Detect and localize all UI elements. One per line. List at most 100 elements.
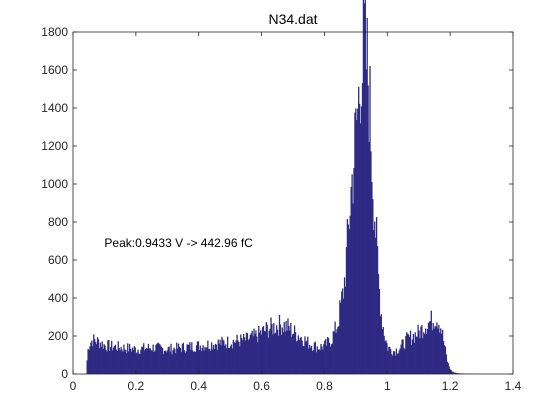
histogram-bar bbox=[221, 336, 223, 374]
histogram-bar bbox=[169, 351, 171, 374]
histogram-bar bbox=[310, 345, 313, 374]
histogram-bar bbox=[170, 343, 172, 374]
histogram-bar bbox=[112, 347, 115, 374]
histogram-bar bbox=[436, 322, 438, 374]
histogram-bar bbox=[187, 344, 189, 374]
histogram-bar bbox=[427, 322, 430, 374]
histogram-bar bbox=[245, 332, 248, 374]
histogram-bar bbox=[450, 369, 452, 374]
histogram-bar bbox=[209, 348, 211, 374]
histogram-bar bbox=[393, 351, 396, 374]
histogram-bar bbox=[388, 346, 390, 374]
histogram-bar bbox=[253, 328, 255, 374]
histogram-bar bbox=[192, 350, 194, 374]
histogram-bar bbox=[139, 353, 141, 374]
histogram-bar bbox=[134, 347, 136, 374]
histogram-bar bbox=[372, 199, 374, 374]
histogram-bar bbox=[410, 344, 413, 374]
histogram-bar bbox=[309, 347, 312, 374]
histogram-bar bbox=[397, 353, 399, 374]
histogram-bar bbox=[101, 341, 103, 374]
histogram-bar bbox=[117, 341, 119, 374]
histogram-bar bbox=[144, 348, 147, 374]
histogram-bar bbox=[326, 337, 329, 374]
histogram-bar bbox=[276, 325, 278, 374]
histogram-bar bbox=[352, 203, 354, 374]
histogram-bar bbox=[261, 327, 264, 374]
histogram-bar bbox=[279, 324, 282, 374]
histogram-bar bbox=[383, 335, 385, 374]
histogram-bar bbox=[179, 348, 182, 374]
histogram-bar bbox=[294, 332, 297, 374]
histogram-bar bbox=[126, 353, 128, 374]
histogram-bar bbox=[414, 332, 416, 374]
histogram-bar bbox=[152, 344, 154, 374]
histogram-bar bbox=[155, 344, 157, 374]
histogram-bar bbox=[114, 344, 117, 374]
histogram-bar bbox=[384, 341, 386, 374]
histogram-bar bbox=[417, 324, 419, 374]
x-tick-label: 0.8 bbox=[316, 379, 333, 393]
histogram-bar bbox=[403, 347, 405, 374]
histogram-bar bbox=[194, 351, 196, 374]
histogram-bar bbox=[293, 325, 296, 374]
histogram-bar bbox=[399, 348, 401, 374]
histogram-bar bbox=[95, 342, 97, 374]
histogram-bar bbox=[106, 351, 108, 374]
histogram-bar bbox=[370, 151, 372, 374]
histogram-bar bbox=[300, 336, 302, 374]
histogram-bar bbox=[443, 345, 446, 374]
histogram-bar bbox=[375, 237, 377, 374]
histogram-bar bbox=[320, 343, 322, 374]
histogram-bar bbox=[156, 343, 158, 374]
histogram-bar bbox=[454, 372, 456, 374]
histogram-bar bbox=[371, 181, 373, 374]
histogram-bar bbox=[147, 343, 150, 374]
histogram-bar bbox=[432, 322, 434, 374]
histogram-bar bbox=[111, 340, 113, 374]
histogram-bar bbox=[224, 345, 226, 374]
histogram-bar bbox=[356, 120, 358, 375]
histogram-bar bbox=[110, 346, 112, 374]
histogram-bar bbox=[316, 346, 318, 374]
histogram-bar bbox=[102, 348, 104, 374]
histogram-bar bbox=[249, 335, 251, 374]
histogram-bar bbox=[361, 83, 364, 374]
histogram-bar bbox=[385, 340, 387, 374]
histogram-bar bbox=[273, 323, 275, 374]
histogram-bar bbox=[99, 342, 101, 374]
histogram-bar bbox=[206, 347, 208, 374]
histogram-bar bbox=[276, 329, 279, 374]
histogram-bar bbox=[119, 350, 121, 374]
histogram-bar bbox=[277, 335, 280, 374]
histogram-bar bbox=[438, 324, 440, 374]
axes-box bbox=[72, 31, 514, 375]
histogram-bar bbox=[200, 351, 202, 374]
histogram-bar bbox=[90, 342, 92, 374]
histogram-bar bbox=[379, 316, 382, 374]
histogram-bar bbox=[125, 349, 127, 374]
histogram-bar bbox=[278, 314, 281, 374]
histogram-bar bbox=[337, 326, 339, 374]
histogram-bar bbox=[269, 328, 271, 374]
histogram-bar bbox=[456, 373, 458, 374]
histogram-bar bbox=[380, 314, 382, 374]
histogram-bar bbox=[216, 350, 218, 374]
histogram-bar bbox=[255, 330, 257, 374]
histogram-bar bbox=[220, 345, 222, 374]
histogram-bar bbox=[392, 355, 394, 374]
histogram-bar bbox=[233, 342, 235, 374]
histogram-bar bbox=[413, 342, 415, 374]
histogram-bar bbox=[330, 344, 332, 374]
histogram-bar bbox=[198, 350, 200, 374]
histogram-bar bbox=[232, 339, 234, 374]
histogram-bar bbox=[111, 350, 114, 374]
histogram-bar bbox=[246, 333, 249, 374]
histogram-bar bbox=[437, 328, 439, 374]
histogram-bar bbox=[288, 325, 290, 374]
histogram-bar bbox=[231, 348, 233, 374]
histogram-bar bbox=[196, 341, 199, 374]
histogram-bar bbox=[349, 215, 351, 374]
histogram-bars bbox=[86, 0, 482, 375]
